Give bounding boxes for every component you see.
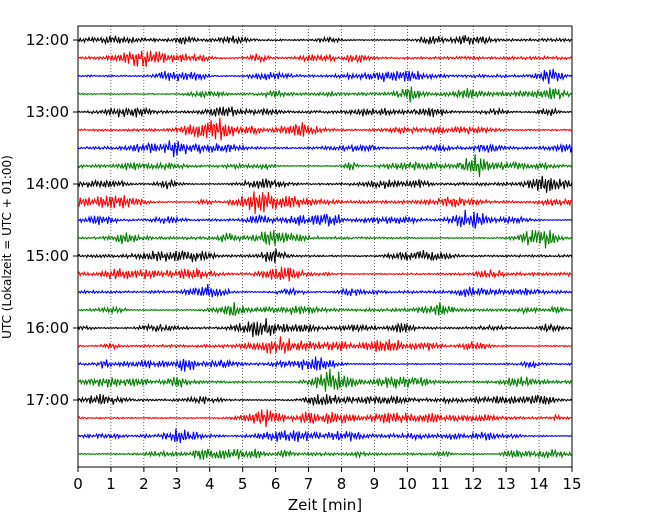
x-tick-label: 2 (139, 475, 149, 493)
trace-line (77, 191, 572, 215)
trace-line (77, 34, 573, 46)
trace-line (77, 448, 573, 460)
x-tick-label: 3 (172, 475, 182, 493)
trace-line (77, 266, 573, 282)
y-tick-label: 12:00 (26, 31, 69, 49)
x-tick-label: 14 (530, 475, 549, 493)
x-tick-label: 12 (464, 475, 483, 493)
y-tick-label: 16:00 (26, 319, 69, 337)
trace-line (77, 68, 573, 85)
trace-line (77, 154, 573, 177)
x-tick-label: 4 (205, 475, 215, 493)
trace-line (77, 117, 573, 141)
trace-line (77, 50, 573, 67)
y-axis-ticks: 12:00 13:00 14:00 15:00 16:00 17:00 (26, 31, 78, 409)
y-tick-label: 17:00 (26, 391, 69, 409)
trace-line (77, 229, 573, 249)
trace-line (77, 302, 573, 317)
x-tick-label: 15 (562, 475, 581, 493)
trace-line (77, 140, 573, 158)
trace-line (77, 106, 573, 118)
trace-line (77, 356, 572, 372)
y-tick-label: 13:00 (26, 103, 69, 121)
x-tick-label: 11 (431, 475, 450, 493)
x-tick-label: 10 (398, 475, 417, 493)
y-axis-label: UTC (Lokalzeit = UTC + 01:00) (0, 155, 14, 339)
trace-line (77, 86, 573, 103)
x-tick-label: 8 (337, 475, 347, 493)
trace-line (77, 393, 573, 406)
trace-line (77, 336, 573, 354)
x-tick-label: 7 (304, 475, 314, 493)
y-tick-label: 14:00 (26, 175, 69, 193)
x-tick-label: 9 (370, 475, 380, 493)
x-axis-ticks: 0 1 2 3 4 5 6 7 8 9 10 11 12 13 14 15 (73, 467, 582, 493)
x-axis-label: Zeit [min] (288, 496, 362, 514)
trace-line (77, 209, 573, 229)
trace-line (77, 318, 573, 338)
x-tick-label: 1 (106, 475, 116, 493)
x-tick-label: 13 (497, 475, 516, 493)
seismic-traces (77, 34, 573, 460)
plot-area (77, 25, 573, 468)
x-tick-label: 5 (238, 475, 248, 493)
trace-line (77, 248, 573, 264)
trace-line (77, 283, 573, 298)
trace-line (77, 175, 573, 193)
trace-line (77, 368, 573, 392)
x-tick-label: 0 (73, 475, 83, 493)
trace-line (77, 428, 573, 444)
x-tick-label: 6 (271, 475, 281, 493)
trace-line (77, 409, 573, 428)
y-tick-label: 15:00 (26, 247, 69, 265)
